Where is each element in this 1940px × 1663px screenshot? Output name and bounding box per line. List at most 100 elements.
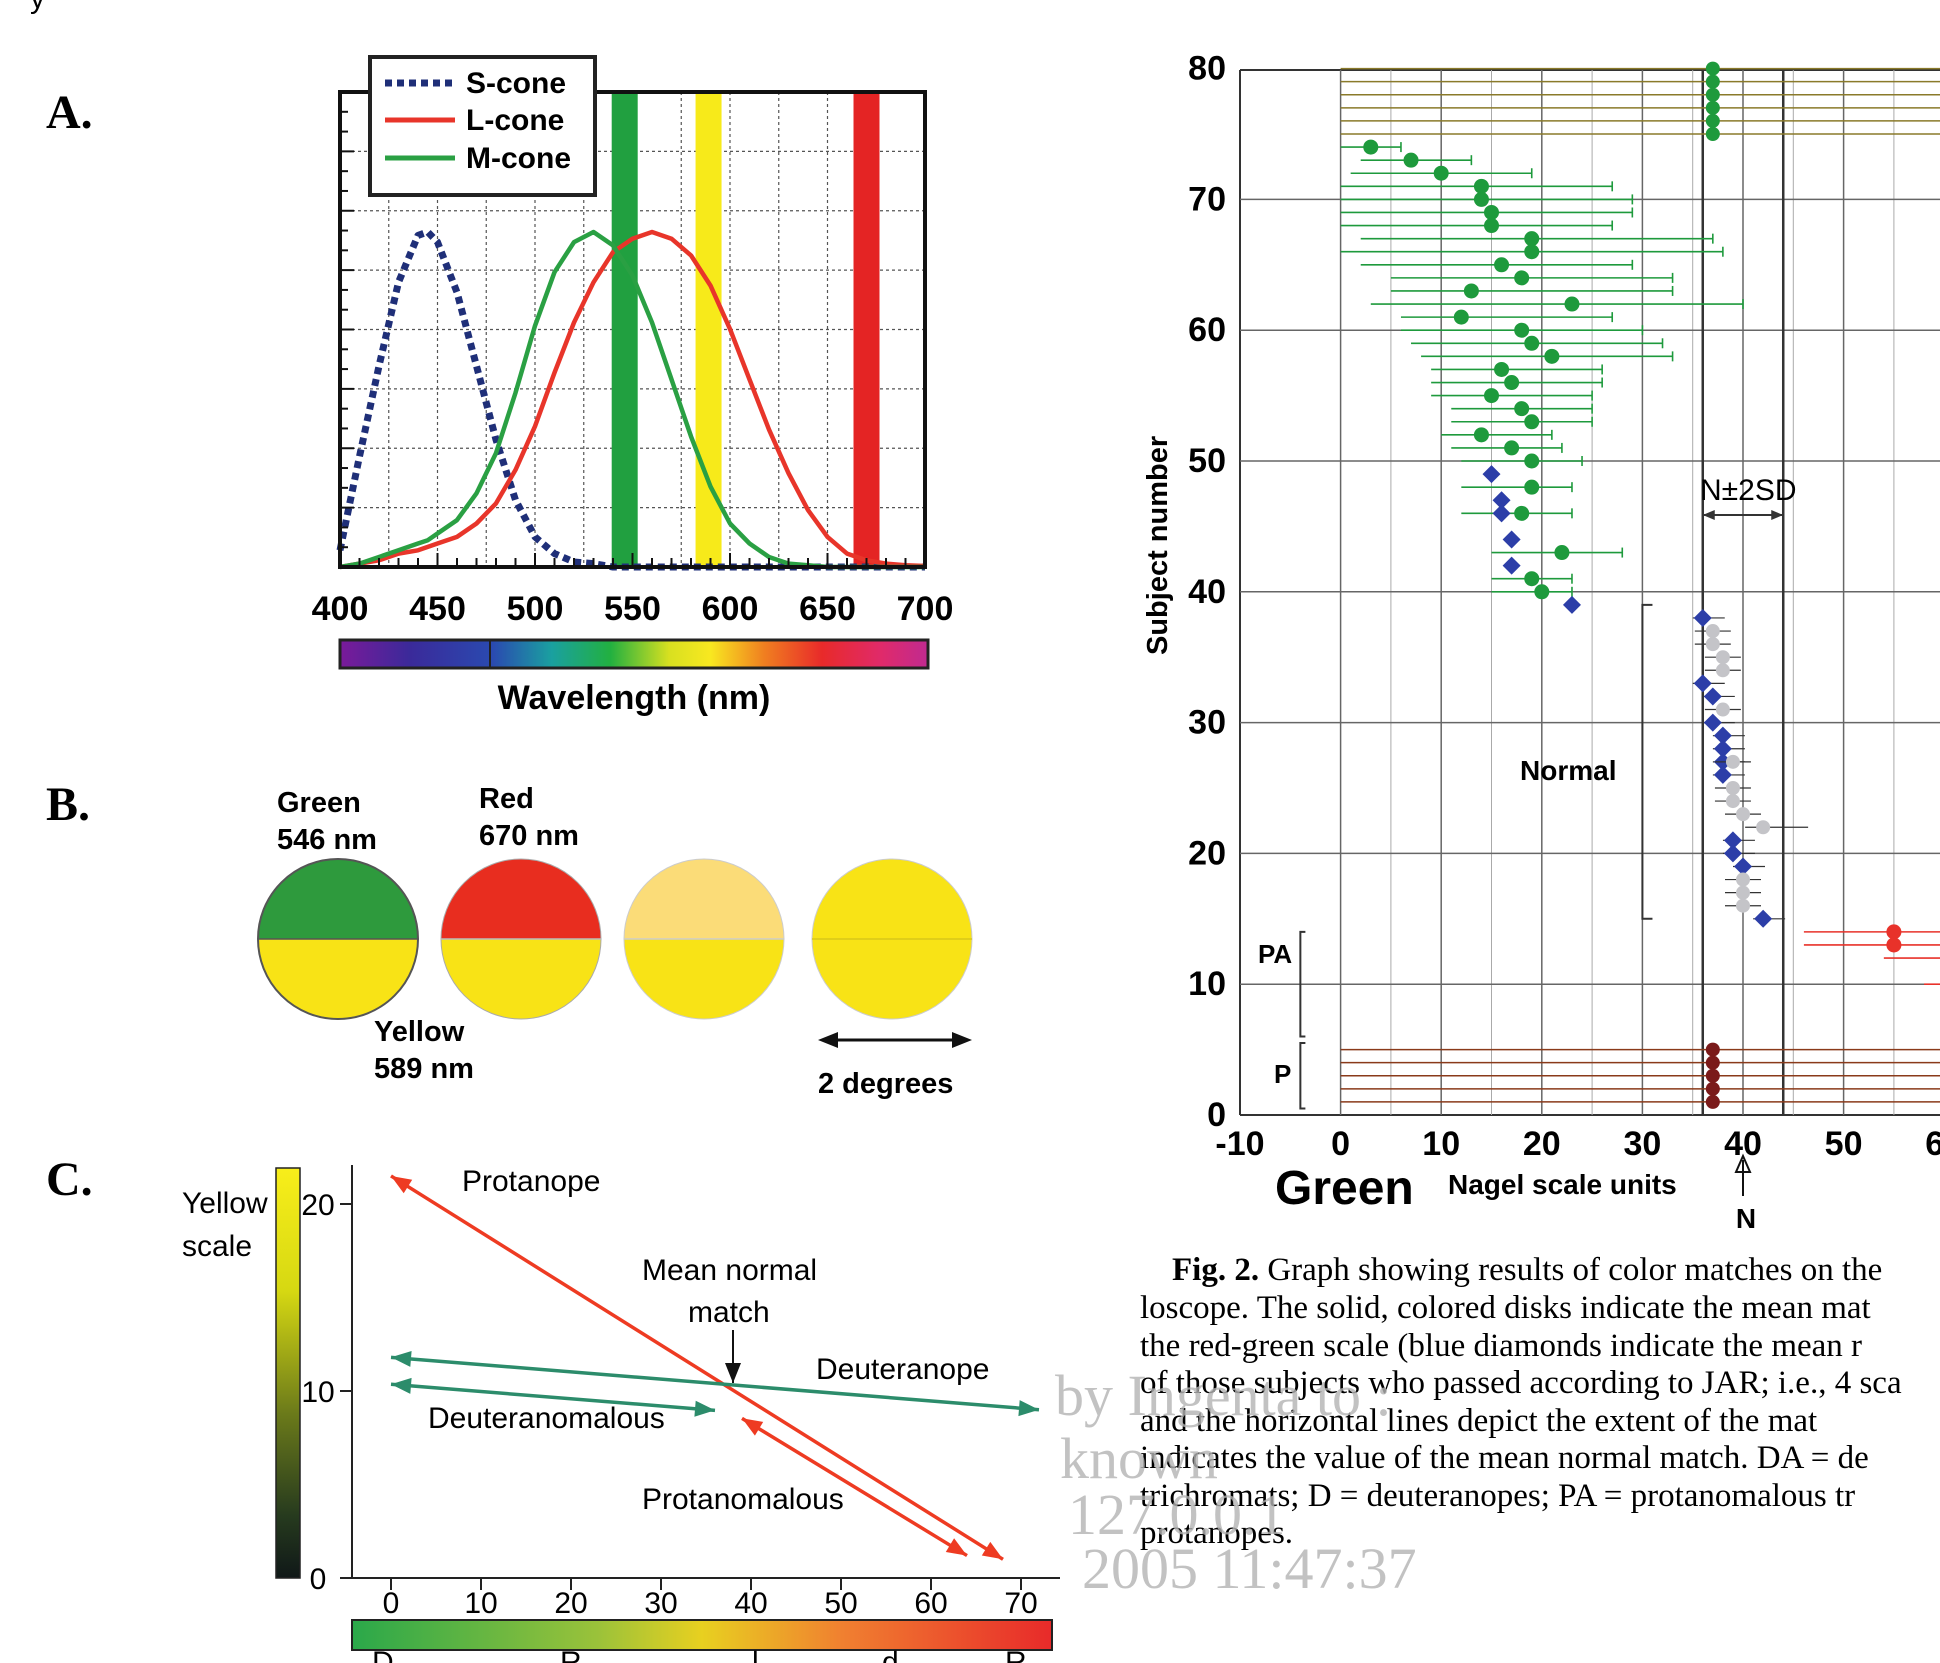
anomaloscope-matching-diagram: 0 10 20 0 10 20 30 40 50 60 70 (301, 1165, 1060, 1620)
deuteranope-disk (1705, 127, 1720, 141)
blue-diamond (1703, 687, 1722, 706)
y-tick-label: 70 (1188, 180, 1226, 218)
gray-disk (1705, 624, 1720, 639)
y-tick-label: 0 (310, 1563, 327, 1596)
gray-disk (1736, 885, 1750, 900)
x-tick-label: 600 (702, 590, 759, 628)
deuteranomalous-disk (1514, 505, 1530, 521)
blue-diamond (1492, 504, 1511, 523)
disk-red-yellow (440, 858, 602, 1020)
caption-line-1: Fig. 2. Graph showing results of color m… (1172, 1252, 1882, 1288)
deuteranope-disk (1705, 61, 1720, 76)
bottom-fragment-5: R (1005, 1646, 1027, 1663)
x-tick-label: 650 (799, 590, 856, 628)
gray-disk (1725, 794, 1740, 809)
deuteranomalous-disk (1473, 427, 1489, 443)
x-tick-label: 20 (1523, 1125, 1561, 1163)
red-label: Red (479, 783, 534, 815)
deuteranomalous-disk (1473, 178, 1489, 194)
deuteranomalous-disk (1554, 545, 1570, 561)
blue-diamond (1723, 831, 1742, 850)
deuteranope-arrow (390, 1351, 1040, 1417)
red-green-scale-bar (351, 1619, 1053, 1651)
yellow-nm-label: 589 nm (374, 1053, 474, 1085)
band-589nm (695, 92, 722, 567)
caption-line-6: indicates the value of the mean normal m… (1140, 1440, 1869, 1476)
deuteranomalous-disk (1564, 296, 1580, 312)
blue-diamond (1492, 491, 1511, 510)
protanope-disk (1705, 1068, 1720, 1083)
gray-disk (1736, 898, 1750, 913)
x-tick-label: -10 (1215, 1125, 1264, 1163)
deuteranope-arrow-shaft (390, 1355, 1040, 1412)
x-tick-label: 500 (507, 590, 564, 628)
y-tick-label: 20 (301, 1189, 334, 1222)
caption-line-5: and the horizontal lines depict the exte… (1140, 1403, 1817, 1439)
gray-disk (1715, 663, 1730, 678)
gray-disk (1715, 702, 1730, 717)
panel-b-letter: B. (46, 778, 90, 831)
x-tick-label: 50 (1825, 1125, 1863, 1163)
caption-line-3: the red-green scale (blue diamonds indic… (1140, 1328, 1862, 1364)
legend-s-cone-label: S-cone (466, 67, 566, 100)
bottom-fragment-4: d (882, 1646, 899, 1663)
n-2sd-label: N±2SD (1700, 474, 1797, 507)
blue-diamond (1562, 595, 1581, 614)
blue-diamond (1713, 765, 1732, 784)
deuteranomalous-disk (1504, 440, 1520, 456)
deuteranomalous-disk (1514, 322, 1530, 338)
green-label: Green (277, 787, 361, 819)
deuteranomalous-disk (1484, 388, 1499, 404)
sd-arrow-left (1702, 510, 1715, 520)
deuteranomalous-disk (1524, 231, 1540, 247)
x-tick-label: 30 (1623, 1125, 1661, 1163)
deuteranomalous-disk (1453, 309, 1469, 325)
protanope-disk (1705, 1055, 1720, 1070)
normal-label: Normal (1520, 755, 1616, 786)
l-cone-curve (339, 229, 926, 570)
gray-disk (1756, 820, 1771, 835)
green-nm-label: 546 nm (277, 824, 377, 856)
deuteranomalous-disk (1524, 244, 1540, 260)
band-546nm (611, 92, 638, 567)
caption-line-2: loscope. The solid, colored disks indica… (1140, 1290, 1871, 1326)
deuteranomalous-disk (1524, 453, 1540, 469)
svg-text:known: known (1060, 1426, 1218, 1491)
protanope-disk (1705, 1042, 1720, 1057)
n-mean-label: N (1736, 1203, 1756, 1234)
protanope-arrow-shaft (390, 1174, 1004, 1561)
x-tick-label: 60 (914, 1587, 947, 1620)
protanope-arrow (390, 1174, 1004, 1561)
deuteranomalous-disk (1504, 375, 1520, 391)
p-bracket (1299, 1042, 1306, 1110)
blue-diamond (1502, 530, 1521, 549)
gray-disk (1705, 637, 1720, 652)
n-arrow-head (1734, 1153, 1752, 1173)
normal-bracket (1641, 603, 1653, 920)
fig2-xlabel: Nagel scale units (1448, 1169, 1677, 1200)
figure-caption: Fig. 2. Graph showing results of color m… (1140, 1252, 1902, 1551)
deuteranope-label: Deuteranope (816, 1353, 989, 1386)
band-670nm (853, 92, 880, 567)
deuteranomalous-disk (1524, 571, 1540, 587)
protanope-arrow-head (981, 1541, 1003, 1560)
blue-diamond (1723, 844, 1742, 863)
deuteranope-arrow-head (391, 1351, 412, 1367)
deuteranope-disk (1705, 74, 1720, 89)
yellow-scale-label-2: scale (182, 1230, 252, 1263)
watermark: by Ingenta to : known 127.0.0.1 2005 11:… (1055, 1363, 1417, 1601)
deuteranomalous-disk (1494, 361, 1510, 377)
deuteranomalous-disk (1484, 204, 1499, 220)
y-tick-label: 20 (1188, 834, 1226, 872)
legend-m-cone-label: M-cone (466, 142, 571, 175)
deuteranomalous-disk (1534, 584, 1550, 600)
x-tick-label: 60 (1925, 1125, 1940, 1163)
top-cropped-fragment: y (30, 0, 45, 15)
two-degrees-label: 2 degrees (818, 1068, 953, 1100)
yellow-scale-bar (275, 1167, 301, 1579)
gray-disk (1725, 781, 1740, 795)
deuteranomalous-disk (1473, 191, 1489, 207)
mean-normal-label-2: match (688, 1296, 770, 1329)
blue-diamond (1734, 857, 1752, 876)
x-tick-label: 400 (312, 590, 369, 628)
